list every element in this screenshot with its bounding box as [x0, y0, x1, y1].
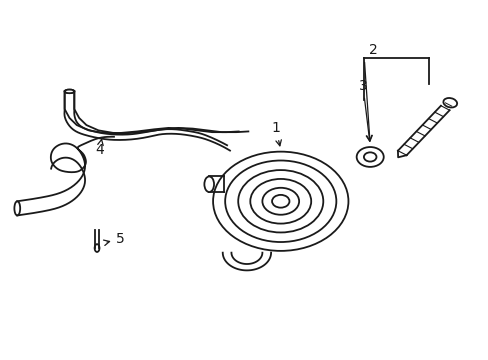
Ellipse shape	[14, 201, 20, 215]
Ellipse shape	[443, 98, 456, 108]
Text: 4: 4	[95, 139, 103, 157]
Text: 5: 5	[103, 232, 125, 246]
Ellipse shape	[95, 244, 99, 252]
Circle shape	[356, 147, 383, 167]
Text: 2: 2	[368, 42, 377, 57]
Ellipse shape	[64, 90, 74, 93]
Text: 1: 1	[271, 121, 281, 146]
Text: 3: 3	[358, 78, 371, 141]
Ellipse shape	[204, 176, 214, 192]
Ellipse shape	[64, 90, 74, 93]
